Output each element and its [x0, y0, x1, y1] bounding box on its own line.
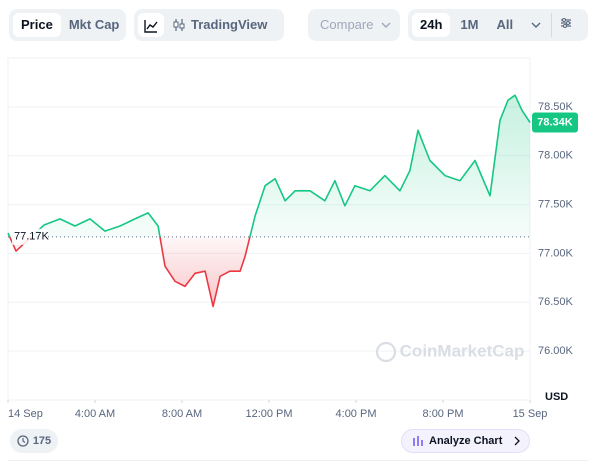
count-label: 175 — [32, 435, 52, 447]
y-tick-label: 78.50K — [538, 101, 574, 113]
candle-icon — [173, 19, 185, 31]
tradingview-label: TradingView — [191, 17, 268, 32]
current-price-label: 78.34K — [537, 116, 573, 128]
settings-icon — [561, 18, 572, 28]
y-tick-label: 76.00K — [538, 345, 574, 357]
current-price-badge — [532, 112, 578, 133]
chart-tools: TradingView — [134, 9, 284, 41]
y-tick-label: 77.50K — [538, 198, 574, 210]
price-line — [7, 94, 531, 308]
range-tabs: 24h 1M All — [408, 9, 588, 41]
x-tick-label: 8:00 AM — [162, 408, 202, 420]
x-tick-label: 14 Sep — [8, 408, 43, 420]
clock-icon — [17, 435, 29, 447]
chevron-right — [514, 436, 521, 446]
watermark: CoinMarketCap — [400, 341, 525, 360]
line-icon — [144, 19, 158, 33]
tab-mkt-cap[interactable]: Mkt Cap — [68, 17, 120, 32]
y-tick-label: 77.00K — [538, 247, 574, 259]
view-tabs: Price Mkt Cap — [9, 9, 126, 41]
compare-label: Compare — [320, 17, 374, 32]
reference-label-bg — [12, 228, 48, 245]
reference-label: 77.17K — [14, 231, 50, 243]
settings-button[interactable] — [551, 13, 580, 37]
compare-dropdown[interactable]: Compare — [308, 9, 400, 41]
tab-price[interactable]: Price — [13, 13, 61, 37]
line-chart-button[interactable] — [138, 13, 164, 37]
chevron — [531, 22, 541, 28]
range-1m[interactable]: 1M — [460, 17, 479, 32]
chevron — [381, 22, 391, 28]
price-area — [8, 95, 530, 307]
count-badge[interactable]: 175 — [10, 429, 58, 453]
y-unit-label: USD — [545, 391, 568, 403]
x-tick-label: 15 Sep — [513, 408, 548, 420]
analyze-label: Analyze Chart — [429, 435, 503, 447]
range-all[interactable]: All — [496, 17, 514, 32]
tradingview-button[interactable]: TradingView — [164, 13, 275, 37]
chart: 76.00K 76.50K 77.00K 77.50K 78.00K 78.50K 14 S… — [7, 57, 578, 420]
bottom-divider — [8, 460, 588, 470]
watermark-logo — [375, 341, 397, 363]
x-tick-label: 12:00 PM — [245, 408, 292, 420]
range-24h[interactable]: 24h — [412, 13, 451, 37]
analyze-chart-button[interactable]: Analyze Chart — [401, 429, 530, 453]
analyze-icon — [413, 436, 423, 446]
y-tick-label: 78.00K — [538, 150, 574, 162]
y-tick-label: 76.50K — [538, 296, 574, 308]
range-more[interactable] — [523, 13, 549, 37]
x-tick-label: 8:00 PM — [423, 408, 464, 420]
x-tick-label: 4:00 AM — [75, 408, 115, 420]
x-tick-label: 4:00 PM — [336, 408, 377, 420]
